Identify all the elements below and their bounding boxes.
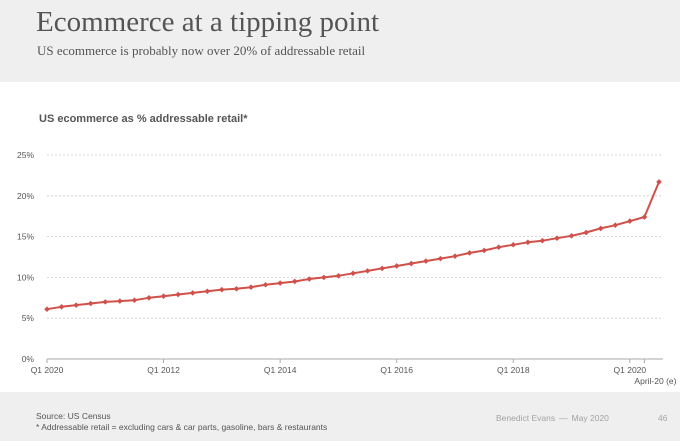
data-point	[189, 290, 196, 296]
author-name: Benedict Evans	[496, 413, 556, 423]
data-point	[379, 265, 385, 272]
y-tick-label: 0%	[22, 354, 35, 364]
data-point	[641, 214, 648, 220]
y-tick-label: 15%	[17, 232, 34, 242]
data-point	[248, 284, 254, 290]
slide-subtitle: US ecommerce is probably now over 20% of…	[37, 43, 366, 58]
x-tick-label: April-20 (e)	[634, 376, 676, 386]
x-tick-label: Q1 2020	[614, 365, 647, 375]
data-point	[393, 263, 400, 269]
line-chart: US ecommerce as % addressable retail* 0% 5…	[17, 113, 677, 386]
y-tick-label: 20%	[17, 191, 34, 201]
separator: —	[559, 413, 568, 423]
x-tick-label: Q1 2014	[264, 365, 297, 375]
data-point	[146, 295, 152, 301]
data-point	[539, 237, 546, 244]
data-point	[58, 303, 65, 310]
source-note: Source: US Census * Addressable retail =…	[36, 411, 327, 433]
data-point	[87, 300, 94, 307]
data-point	[160, 293, 167, 299]
data-point	[554, 235, 560, 242]
data-point	[466, 250, 473, 256]
data-point	[277, 280, 283, 286]
x-tick-label: Q1 2016	[380, 365, 413, 375]
data-point	[117, 298, 123, 304]
data-point	[495, 244, 502, 251]
data-point	[204, 288, 211, 295]
source-text: Source: US Census	[36, 411, 111, 421]
data-point	[335, 272, 342, 279]
x-tick-label: Q1 2018	[497, 365, 530, 375]
data-point	[597, 225, 604, 232]
data-point	[219, 286, 225, 293]
data-point	[102, 299, 109, 305]
data-point	[364, 268, 371, 274]
slide-title: Ecommerce at a tipping point	[36, 6, 380, 38]
data-point	[175, 291, 181, 298]
data-point	[350, 270, 356, 277]
x-tick-label: Q1 2012	[147, 365, 180, 375]
data-point	[131, 297, 138, 304]
data-point	[423, 258, 429, 264]
page-number: 46	[658, 413, 668, 423]
footnote-text: * Addressable retail = excluding cars & …	[36, 422, 328, 432]
y-tick-label: 25%	[17, 150, 34, 160]
data-point	[291, 278, 298, 285]
data-point	[452, 253, 458, 259]
chart-title: US ecommerce as % addressable retail*	[39, 113, 248, 125]
footer: Source: US Census * Addressable retail =…	[0, 392, 680, 441]
data-point	[627, 218, 633, 224]
slide-header: Ecommerce at a tipping point US ecommerc…	[0, 0, 680, 82]
data-point	[408, 260, 415, 267]
y-tick-label: 5%	[22, 313, 35, 323]
data-point	[568, 232, 575, 239]
chart-panel: US ecommerce as % addressable retail* 0% 5…	[0, 82, 680, 392]
data-point	[73, 302, 79, 308]
data-point	[612, 222, 619, 228]
data-point	[437, 255, 444, 262]
data-point	[262, 281, 269, 288]
data-point	[44, 306, 50, 313]
author-credit: Benedict Evans — May 2020	[496, 413, 609, 423]
data-point	[510, 241, 517, 248]
data-point	[321, 274, 327, 281]
data-point	[656, 179, 662, 185]
y-tick-label: 10%	[17, 272, 34, 282]
data-point	[233, 286, 240, 292]
data-point	[525, 239, 531, 246]
x-tick-label: Q1 2020	[31, 365, 64, 375]
slide-date: May 2020	[571, 413, 609, 423]
data-point	[481, 247, 487, 254]
data-point	[306, 276, 313, 282]
series-line	[46, 181, 660, 311]
data-point	[583, 229, 589, 236]
